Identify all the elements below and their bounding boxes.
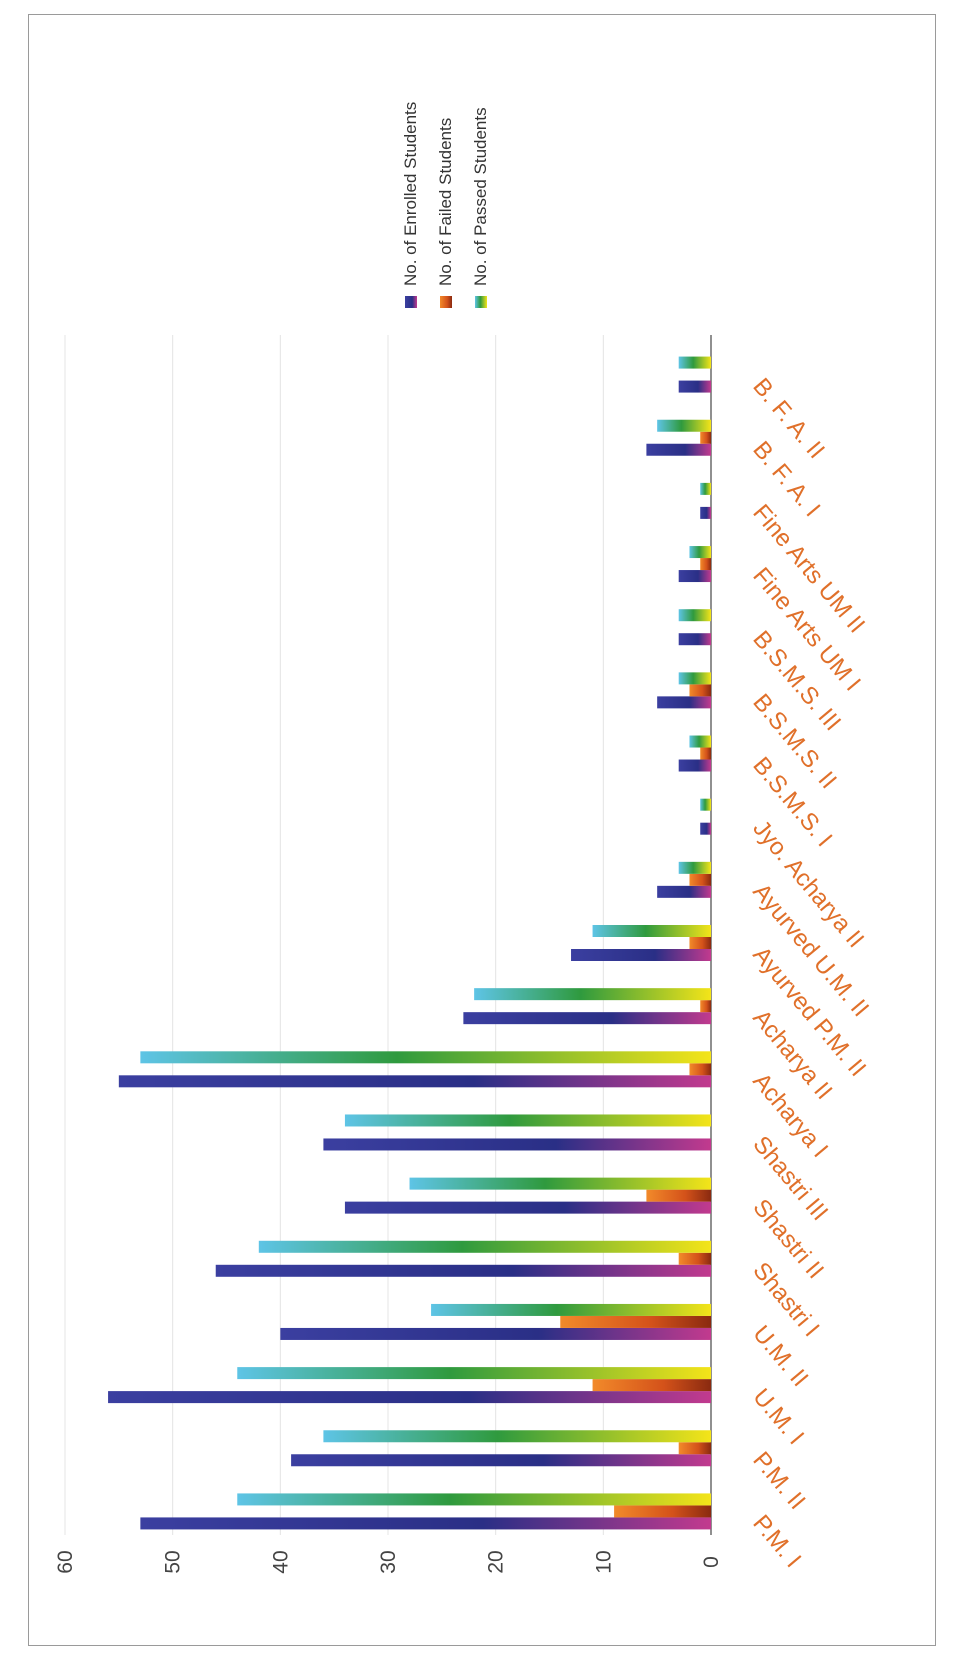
bar-2-14	[678, 609, 711, 622]
bar-0-8	[463, 1012, 711, 1025]
bar-2-4	[258, 1240, 711, 1253]
bar-1-12	[700, 747, 711, 760]
bar-2-10	[678, 861, 711, 874]
y-tick-label-30: 30	[377, 1550, 400, 1573]
bar-0-18	[678, 380, 711, 393]
legend-label-2: No. of Passed Students	[471, 107, 490, 286]
bar-1-7	[689, 1063, 711, 1076]
bar-0-3	[280, 1327, 711, 1340]
category-label-2: U.M. I	[747, 1384, 809, 1450]
y-tick-label-20: 20	[485, 1550, 508, 1573]
bar-2-0	[237, 1493, 711, 1506]
legend-label-1: No. of Failed Students	[436, 118, 455, 286]
bar-0-9	[571, 949, 711, 961]
category-label-1: P.M. II	[747, 1447, 810, 1515]
bar-2-5	[409, 1177, 711, 1190]
bar-0-13	[657, 696, 711, 709]
bar-2-15	[689, 546, 711, 559]
bar-2-6	[344, 1114, 711, 1127]
bar-1-2	[592, 1379, 711, 1392]
bar-2-17	[657, 419, 711, 432]
y-tick-label-0: 0	[700, 1556, 723, 1568]
bar-0-15	[678, 570, 711, 583]
y-tick-label-50: 50	[162, 1550, 185, 1573]
bar-1-15	[700, 558, 711, 571]
bar-0-16	[700, 506, 711, 519]
legend-swatch-2	[475, 296, 487, 308]
bar-0-4	[215, 1264, 711, 1277]
y-tick-label-60: 60	[54, 1550, 77, 1573]
bar-0-10	[657, 885, 711, 898]
bar-2-1	[323, 1430, 711, 1443]
bar-2-7	[140, 1051, 711, 1064]
bar-1-1	[678, 1442, 711, 1455]
legend-swatch-1	[440, 296, 452, 308]
legend-swatch-0	[405, 296, 417, 308]
bar-2-11	[700, 798, 711, 811]
bar-1-9	[689, 937, 711, 949]
y-tick-label-10: 10	[592, 1550, 615, 1573]
bar-1-5	[646, 1189, 711, 1202]
bar-1-4	[678, 1252, 711, 1265]
bar-1-10	[689, 873, 711, 886]
bar-0-1	[291, 1454, 711, 1467]
bar-1-8	[700, 1000, 711, 1013]
bar-0-5	[344, 1201, 711, 1214]
bar-2-3	[431, 1303, 711, 1316]
bar-1-13	[689, 684, 711, 697]
bar-2-8	[474, 988, 711, 1001]
bar-1-17	[700, 431, 711, 444]
bar-2-13	[678, 672, 711, 685]
bar-2-2	[237, 1367, 711, 1380]
bar-0-6	[323, 1138, 711, 1151]
bar-2-16	[700, 482, 711, 495]
bar-1-0	[614, 1505, 711, 1518]
legend-label-0: No. of Enrolled Students	[401, 102, 420, 286]
category-label-0: P.M. I	[747, 1510, 806, 1573]
bar-0-12	[678, 759, 711, 772]
y-tick-label-40: 40	[269, 1550, 292, 1573]
bar-2-12	[689, 735, 711, 748]
bar-2-18	[678, 356, 711, 369]
bar-0-14	[678, 633, 711, 646]
bar-0-0	[140, 1517, 711, 1530]
bar-0-17	[646, 443, 711, 456]
bar-2-9	[592, 925, 711, 937]
bar-0-11	[700, 822, 711, 835]
bar-0-2	[108, 1391, 712, 1404]
bar-0-7	[118, 1075, 712, 1088]
bar-1-3	[560, 1315, 711, 1328]
